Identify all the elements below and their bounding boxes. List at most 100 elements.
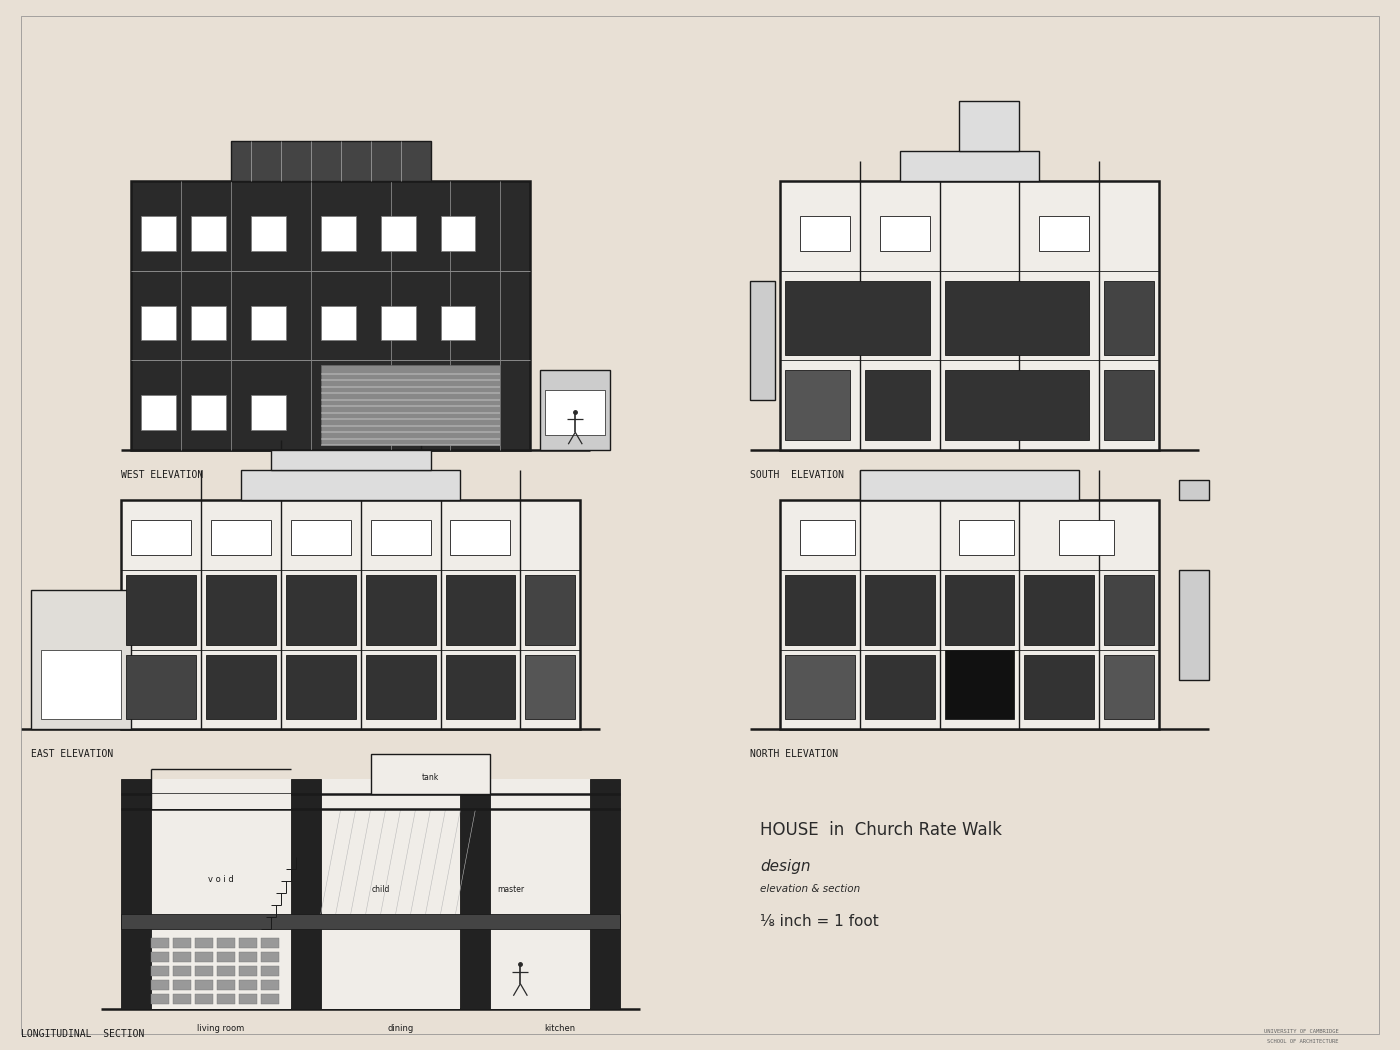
Bar xyxy=(445,574,515,645)
Text: living room: living room xyxy=(197,1024,245,1033)
Bar xyxy=(785,654,854,719)
Bar xyxy=(445,654,515,719)
Bar xyxy=(260,980,279,990)
Text: tank: tank xyxy=(421,773,440,782)
Bar xyxy=(525,654,575,719)
Text: UNIVERSITY OF CAMBRIDGE: UNIVERSITY OF CAMBRIDGE xyxy=(1264,1029,1338,1033)
Bar xyxy=(217,993,235,1004)
Bar xyxy=(231,141,431,181)
Bar xyxy=(174,966,190,975)
Bar xyxy=(321,216,356,251)
Bar xyxy=(239,938,256,948)
Bar xyxy=(451,520,511,554)
Bar xyxy=(195,993,213,1004)
Bar xyxy=(190,216,225,251)
Text: LONGITUDINAL  SECTION: LONGITUDINAL SECTION xyxy=(21,1029,144,1038)
Bar xyxy=(239,952,256,962)
Bar xyxy=(206,574,276,645)
Bar xyxy=(251,216,286,251)
Bar xyxy=(270,450,431,470)
Bar xyxy=(959,520,1015,554)
Bar xyxy=(321,365,500,445)
Bar xyxy=(490,779,591,1009)
Bar xyxy=(174,952,190,962)
Bar xyxy=(217,966,235,975)
Bar xyxy=(461,779,490,1009)
Bar xyxy=(441,306,476,340)
Bar xyxy=(381,216,416,251)
Text: elevation & section: elevation & section xyxy=(760,884,860,894)
Bar xyxy=(217,980,235,990)
Bar xyxy=(286,654,356,719)
Bar xyxy=(239,993,256,1004)
Text: NORTH ELEVATION: NORTH ELEVATION xyxy=(750,750,839,759)
Bar xyxy=(785,280,930,356)
Bar xyxy=(151,993,169,1004)
Bar xyxy=(206,654,276,719)
Bar xyxy=(1179,480,1210,500)
Bar xyxy=(381,306,416,340)
Bar xyxy=(1025,574,1095,645)
Bar xyxy=(251,306,286,340)
Bar xyxy=(122,779,151,1009)
Bar xyxy=(525,574,575,645)
Bar xyxy=(780,500,1159,730)
Text: kitchen: kitchen xyxy=(545,1024,575,1033)
Bar xyxy=(321,779,461,1009)
Bar xyxy=(799,520,854,554)
Text: child: child xyxy=(371,884,389,894)
Bar xyxy=(546,391,605,436)
Bar xyxy=(799,216,850,251)
Bar xyxy=(591,779,620,1009)
Bar xyxy=(1060,520,1114,554)
Bar xyxy=(211,520,270,554)
Bar xyxy=(260,952,279,962)
Bar xyxy=(540,371,610,450)
Bar xyxy=(365,654,435,719)
Bar xyxy=(42,650,122,719)
Bar xyxy=(1025,654,1095,719)
Bar xyxy=(151,966,169,975)
Bar xyxy=(151,794,291,810)
Bar xyxy=(785,574,854,645)
Bar xyxy=(195,980,213,990)
Text: v o i d: v o i d xyxy=(209,875,234,883)
Bar xyxy=(865,574,935,645)
Bar xyxy=(945,574,1015,645)
Bar xyxy=(151,952,169,962)
Text: EAST ELEVATION: EAST ELEVATION xyxy=(31,750,113,759)
Bar xyxy=(195,938,213,948)
Bar xyxy=(151,980,169,990)
Bar xyxy=(371,754,490,794)
Bar xyxy=(750,280,774,400)
Bar xyxy=(900,151,1039,181)
Bar xyxy=(1179,570,1210,679)
Bar xyxy=(291,520,350,554)
Bar xyxy=(785,371,850,440)
Bar xyxy=(190,306,225,340)
Bar xyxy=(151,779,291,1009)
Bar xyxy=(371,520,431,554)
Bar xyxy=(260,938,279,948)
Bar xyxy=(241,470,461,500)
Bar xyxy=(239,980,256,990)
Bar xyxy=(291,779,321,1009)
Text: dining: dining xyxy=(388,1024,414,1033)
Bar xyxy=(365,574,435,645)
Bar xyxy=(865,654,935,719)
Bar xyxy=(945,280,1089,356)
Bar xyxy=(126,574,196,645)
Bar xyxy=(126,654,196,719)
Bar xyxy=(122,500,580,730)
Bar xyxy=(860,470,1079,500)
Bar xyxy=(865,371,930,440)
Bar xyxy=(151,938,169,948)
Bar xyxy=(195,966,213,975)
Bar xyxy=(190,396,225,430)
Bar xyxy=(174,938,190,948)
Bar xyxy=(945,650,1015,719)
Bar xyxy=(122,914,620,929)
Bar xyxy=(217,938,235,948)
Bar xyxy=(141,396,176,430)
Bar xyxy=(959,101,1019,151)
